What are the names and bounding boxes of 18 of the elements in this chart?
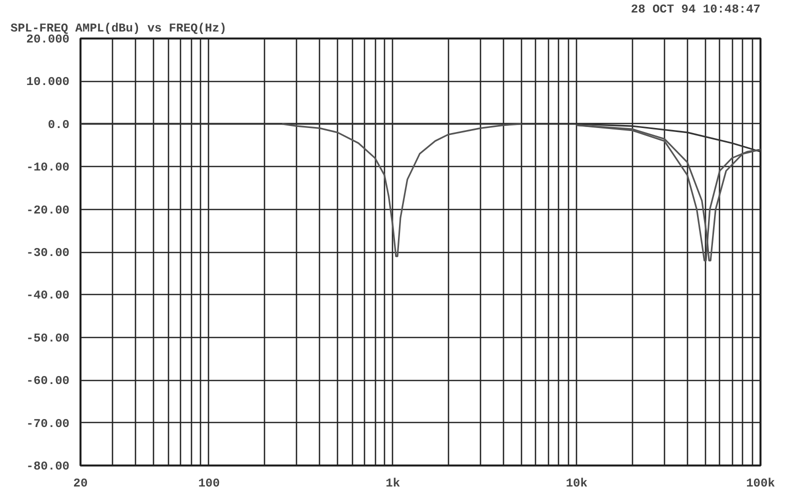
x-tick-label: 100k <box>746 476 775 490</box>
y-tick-label: -10.00 <box>26 160 70 175</box>
chart-title: SPL-FREQ AMPL(dBu) vs FREQ(Hz) <box>10 22 227 36</box>
y-tick-label: -40.00 <box>26 288 70 303</box>
x-tick-label: 10k <box>566 476 588 490</box>
y-tick-label: 0.0 <box>48 118 70 132</box>
y-tick-label: -70.00 <box>26 416 70 431</box>
y-tick-label: -20.00 <box>26 203 70 218</box>
text: 28 OCT 94 10:48:47 <box>630 2 761 16</box>
y-tick-label: 20.000 <box>26 32 70 46</box>
y-tick-label: -50.00 <box>26 331 70 346</box>
y-tick-label: -60.00 <box>26 374 70 388</box>
x-tick-label: 1k <box>386 476 400 490</box>
y-tick-label: -30.00 <box>26 246 70 260</box>
x-tick-label: 100 <box>198 476 220 490</box>
y-tick-label: -80.00 <box>26 460 70 474</box>
y-tick-label: 10.000 <box>26 75 70 90</box>
x-tick-label: 20 <box>73 476 88 490</box>
